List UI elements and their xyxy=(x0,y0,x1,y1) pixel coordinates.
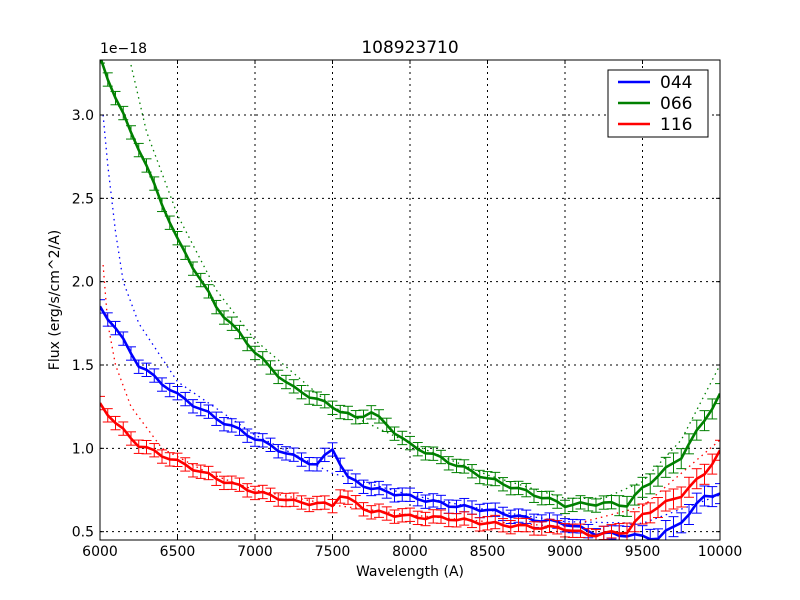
series-line-066 xyxy=(100,60,720,509)
chart-title: 108923710 xyxy=(361,38,458,58)
series-line-044 xyxy=(100,305,720,540)
x-tick-label: 6000 xyxy=(82,544,118,560)
x-axis-ticks: 6000 6500 7000 7500 8000 8500 9000 9500 10000 xyxy=(82,60,742,560)
y-tick-label: 2.0 xyxy=(72,275,94,291)
legend-label-066: 066 xyxy=(660,94,692,114)
x-tick-label: 8500 xyxy=(470,544,506,560)
y-tick-label: 0.5 xyxy=(72,525,94,541)
x-tick-label: 9000 xyxy=(547,544,583,560)
series-line-116 xyxy=(100,402,720,538)
legend-label-044: 044 xyxy=(660,73,692,93)
series-066 xyxy=(100,60,720,517)
legend-label-116: 116 xyxy=(660,115,692,135)
y-axis-ticks: 0.5 1.0 1.5 2.0 2.5 3.0 xyxy=(72,108,720,541)
x-axis-label: Wavelength (A) xyxy=(356,564,464,580)
y-tick-label: 3.0 xyxy=(72,108,94,124)
x-tick-label: 7000 xyxy=(237,544,273,560)
y-offset-label: 1e−18 xyxy=(100,41,147,57)
y-axis-label: Flux (erg/s/cm^2/A) xyxy=(47,230,63,370)
y-tick-label: 1.0 xyxy=(72,441,94,457)
series-044 xyxy=(100,299,720,540)
x-tick-label: 7500 xyxy=(315,544,351,560)
x-tick-label: 8000 xyxy=(392,544,428,560)
x-tick-label: 10000 xyxy=(698,544,743,560)
data-series xyxy=(100,60,720,540)
y-tick-label: 2.5 xyxy=(72,191,94,207)
x-tick-label: 6500 xyxy=(160,544,196,560)
series-116 xyxy=(100,395,720,540)
x-tick-label: 9500 xyxy=(625,544,661,560)
y-tick-label: 1.5 xyxy=(72,358,94,374)
